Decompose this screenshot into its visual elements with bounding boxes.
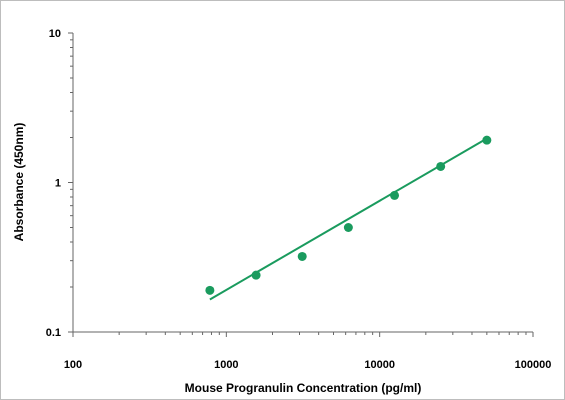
data-point xyxy=(436,161,446,171)
x-tick-label: 10000 xyxy=(364,359,395,371)
data-point xyxy=(297,251,307,261)
data-point xyxy=(390,190,400,200)
plot-area xyxy=(72,33,533,333)
fit-line xyxy=(209,137,488,301)
x-tick-label: 1000 xyxy=(214,359,238,371)
y-tick-label: 1 xyxy=(55,178,61,190)
data-point xyxy=(205,285,215,295)
data-point xyxy=(343,223,353,233)
x-tick-label: 100000 xyxy=(515,359,552,371)
y-tick-label: 10 xyxy=(49,28,61,40)
x-ticks: 100 1000 10000 100000 xyxy=(64,332,552,371)
x-tick-label: 100 xyxy=(64,359,82,371)
y-axis-title: Absorbance (450nm) xyxy=(12,123,26,242)
data-point xyxy=(251,270,261,280)
data-point xyxy=(482,135,492,145)
y-tick-label: 0.1 xyxy=(46,327,61,339)
y-ticks: 0.1 1 10 xyxy=(46,28,73,339)
data-points xyxy=(205,135,492,295)
x-axis-title: Mouse Progranulin Concentration (pg/ml) xyxy=(185,381,422,395)
fit-lines xyxy=(209,137,488,301)
